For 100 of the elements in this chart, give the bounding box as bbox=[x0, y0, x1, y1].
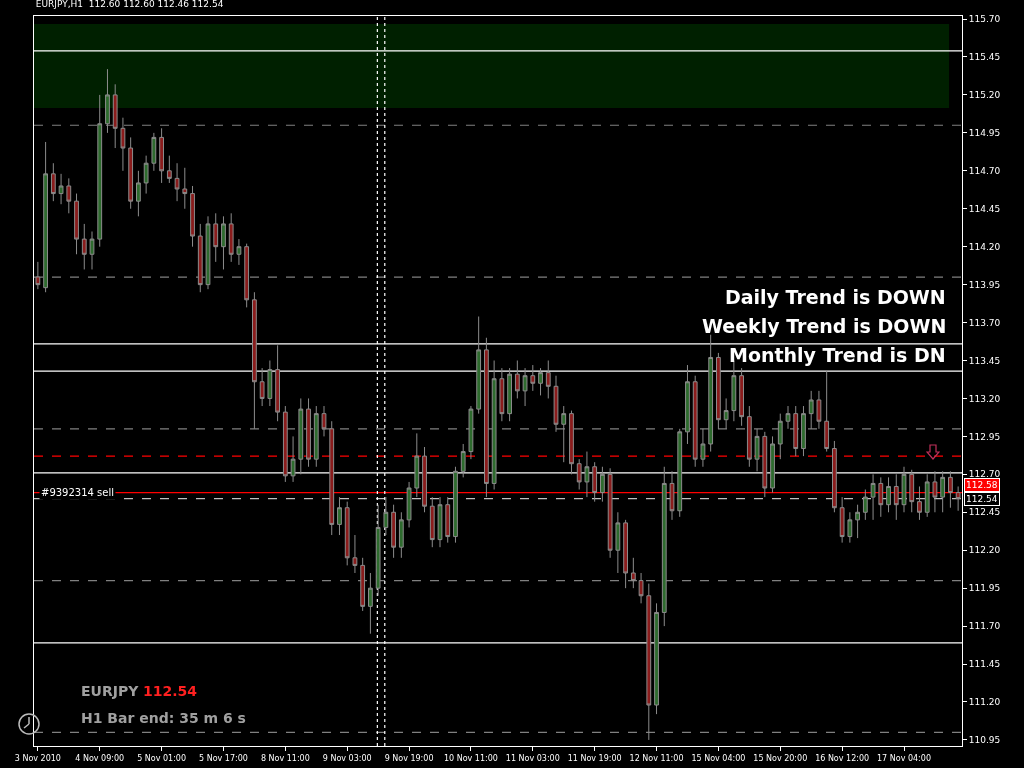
candlestick bbox=[159, 127, 164, 184]
candlestick bbox=[445, 496, 451, 544]
candlestick bbox=[654, 602, 659, 715]
y-tick-label: 111.45 bbox=[968, 659, 1001, 670]
candlestick bbox=[437, 496, 443, 548]
x-tick-label: 15 Nov 20:00 bbox=[753, 753, 808, 763]
candlestick bbox=[414, 432, 420, 498]
annotation: Daily Trend is DOWN bbox=[725, 286, 946, 308]
y-tick-label: 111.95 bbox=[968, 583, 1001, 594]
candlestick bbox=[746, 405, 752, 468]
candlestick bbox=[406, 481, 412, 528]
y-tick-label: 113.95 bbox=[968, 279, 1001, 290]
candlestick bbox=[623, 519, 628, 589]
candlestick bbox=[344, 501, 350, 566]
candlestick bbox=[917, 485, 922, 521]
text: 112.54 bbox=[966, 494, 998, 504]
candlestick bbox=[878, 476, 884, 518]
y-tick-label: 114.20 bbox=[968, 241, 1001, 252]
candlestick bbox=[530, 364, 536, 392]
candlestick bbox=[886, 476, 891, 513]
candlestick bbox=[832, 440, 837, 513]
x-tick-label: 12 Nov 11:00 bbox=[629, 753, 684, 763]
x-tick-label: 10 Nov 11:00 bbox=[443, 753, 498, 763]
candlestick bbox=[290, 435, 296, 483]
x-tick-label: 9 Nov 03:00 bbox=[322, 753, 372, 763]
y-tick-label: 113.45 bbox=[968, 355, 1001, 366]
x-tick-label: 16 Nov 12:00 bbox=[815, 753, 870, 763]
candlestick bbox=[166, 155, 172, 184]
candlestick bbox=[948, 470, 953, 509]
candlestick bbox=[584, 451, 590, 498]
candlestick bbox=[576, 458, 582, 491]
candlestick bbox=[228, 212, 234, 263]
candlestick bbox=[368, 572, 373, 635]
y-tick-label: 112.70 bbox=[968, 469, 1001, 480]
candlestick bbox=[522, 367, 528, 407]
x-tick-label: 4 Nov 09:00 bbox=[75, 753, 125, 763]
x-tick-label: 17 Nov 04:00 bbox=[877, 753, 931, 763]
y-tick-label: 110.95 bbox=[968, 735, 1001, 746]
candlestick bbox=[955, 485, 961, 512]
candlestick bbox=[50, 162, 56, 202]
y-tick-label: 112.95 bbox=[968, 431, 1001, 442]
candlestick bbox=[545, 360, 551, 399]
candlestick bbox=[839, 496, 845, 544]
candlestick bbox=[669, 470, 675, 521]
candlestick bbox=[801, 405, 806, 457]
candlestick bbox=[151, 132, 157, 172]
y-tick-label: 111.70 bbox=[968, 621, 1001, 632]
y-tick-label: 115.45 bbox=[968, 52, 1001, 63]
candlestick bbox=[337, 496, 342, 536]
candlestick bbox=[739, 367, 744, 427]
y-tick-label: 114.45 bbox=[968, 203, 1001, 214]
candlestick bbox=[607, 467, 613, 559]
candlestick bbox=[499, 367, 505, 422]
candlestick bbox=[901, 466, 907, 513]
candlestick bbox=[638, 572, 644, 604]
y-tick-label: 113.70 bbox=[968, 317, 1001, 328]
candlestick bbox=[182, 167, 188, 210]
y-tick-label: 113.20 bbox=[968, 393, 1001, 404]
candlestick bbox=[352, 534, 358, 574]
candlestick bbox=[677, 428, 683, 518]
candlestick bbox=[615, 511, 621, 574]
candlestick bbox=[81, 223, 87, 270]
candlestick bbox=[453, 466, 458, 544]
annotation: 112.54 bbox=[143, 683, 198, 699]
candlestick bbox=[136, 170, 141, 217]
candlestick bbox=[213, 212, 219, 263]
candlestick bbox=[762, 431, 768, 498]
candlestick bbox=[89, 231, 95, 270]
candlestick bbox=[267, 360, 273, 407]
candlestick bbox=[190, 185, 195, 248]
annotation: Monthly Trend is DN bbox=[729, 344, 946, 366]
candlestick bbox=[870, 473, 876, 521]
candlestick bbox=[236, 238, 242, 266]
candlestick bbox=[58, 173, 64, 205]
candlestick bbox=[221, 215, 226, 270]
candlestick bbox=[940, 470, 946, 513]
x-tick-label: 9 Nov 19:00 bbox=[384, 753, 434, 763]
x-tick-label: 3 Nov 2010 bbox=[14, 753, 61, 763]
candlestick bbox=[855, 504, 860, 539]
candlestick bbox=[174, 162, 180, 202]
y-tick-label: 112.45 bbox=[968, 507, 1001, 518]
y-tick-label: 115.70 bbox=[968, 14, 1001, 25]
candlestick bbox=[600, 466, 605, 503]
chart-title: EURJPY,H1 112.60 112.60 112.46 112.54 bbox=[35, 0, 224, 10]
candlestick bbox=[275, 344, 280, 422]
candlestick bbox=[66, 177, 72, 214]
candlestick bbox=[143, 155, 149, 195]
x-tick-label: 11 Nov 03:00 bbox=[505, 753, 560, 763]
candlestick bbox=[538, 367, 543, 396]
x-tick-label: 11 Nov 19:00 bbox=[567, 753, 622, 763]
candlestick bbox=[932, 470, 938, 513]
y-tick-label: 112.20 bbox=[968, 545, 1001, 556]
candlestick bbox=[893, 473, 899, 521]
x-tick-label: 15 Nov 04:00 bbox=[691, 753, 746, 763]
candlestick bbox=[398, 511, 404, 559]
candlestick bbox=[924, 473, 930, 518]
candlestick bbox=[909, 469, 915, 513]
candlestick bbox=[383, 496, 389, 536]
candlestick bbox=[74, 193, 79, 255]
y-tick-label: 111.20 bbox=[968, 697, 1001, 708]
